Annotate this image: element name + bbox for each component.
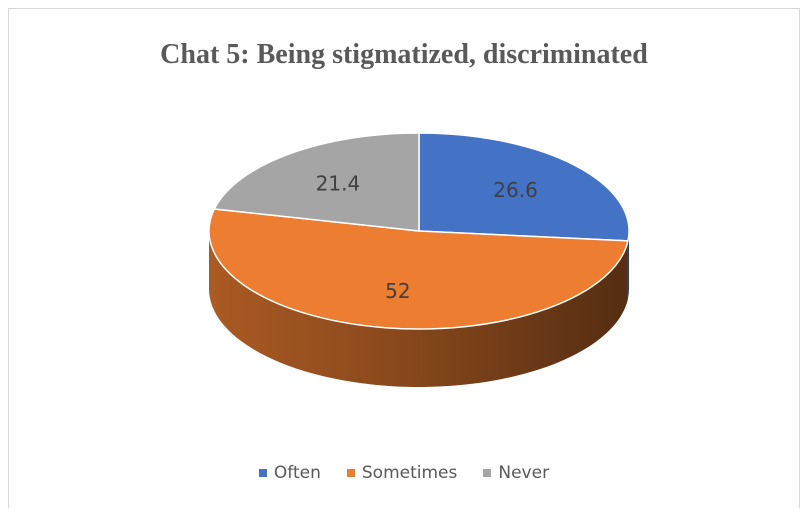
pie-side-often bbox=[627, 231, 629, 299]
pie-slice-never bbox=[213, 132, 420, 232]
pie-slice-sometimes bbox=[208, 208, 629, 330]
legend-label-never: Never bbox=[498, 463, 550, 483]
pie-chart: 26.6 52 21.4 bbox=[208, 132, 630, 387]
data-label-never: 21.4 bbox=[316, 171, 361, 195]
legend-item-often: Often bbox=[258, 463, 321, 483]
legend-item-sometimes: Sometimes bbox=[346, 463, 458, 483]
legend-swatch-never bbox=[483, 469, 492, 477]
legend-label-sometimes: Sometimes bbox=[361, 463, 458, 483]
legend-swatch-often bbox=[258, 469, 267, 477]
pie-side-sometimes bbox=[209, 231, 628, 387]
legend-label-often: Often bbox=[273, 463, 321, 483]
chart-title: Chat 5: Being stigmatized, discriminated bbox=[160, 39, 648, 70]
data-label-sometimes: 52 bbox=[385, 279, 410, 303]
legend-swatch-sometimes bbox=[346, 469, 355, 477]
data-label-often: 26.6 bbox=[493, 178, 538, 202]
legend-item-never: Never bbox=[483, 463, 549, 483]
legend: Often Sometimes Never bbox=[9, 463, 799, 483]
pie-slice-often bbox=[418, 132, 630, 242]
chart-frame: Chat 5: Being stigmatized, discriminated… bbox=[8, 8, 800, 508]
